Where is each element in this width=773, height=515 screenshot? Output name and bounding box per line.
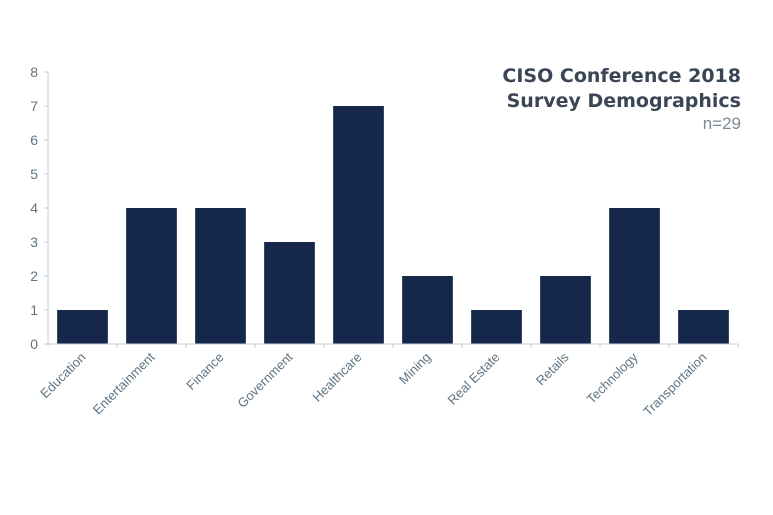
chart-title-block: CISO Conference 2018 Survey Demographics… — [502, 64, 741, 134]
y-tick-label: 4 — [30, 200, 38, 216]
y-axis: 0 1 2 3 4 5 6 7 8 — [30, 64, 49, 352]
y-tick-label: 3 — [30, 234, 38, 250]
x-tick-label: Healthcare — [310, 350, 365, 405]
bar — [264, 242, 315, 344]
x-tick-label: Mining — [396, 350, 434, 388]
chart-title-line-2: Survey Demographics — [506, 90, 741, 112]
bar — [126, 208, 177, 344]
bar — [195, 208, 246, 344]
x-tick-label: Finance — [183, 350, 226, 393]
x-tick-label: Education — [37, 350, 88, 401]
bar — [678, 310, 729, 344]
y-tick-label: 2 — [30, 268, 38, 284]
x-tick-label: Retails — [533, 349, 572, 388]
bar — [333, 106, 384, 344]
bar — [540, 276, 591, 344]
y-tick-label: 6 — [30, 132, 38, 148]
bar — [609, 208, 660, 344]
x-tick-label: Entertainment — [90, 349, 158, 417]
bar — [471, 310, 522, 344]
chart-subtitle: n=29 — [702, 114, 741, 133]
y-tick-label: 8 — [30, 64, 38, 80]
y-tick-label: 5 — [30, 166, 38, 182]
x-tick-label: Government — [234, 349, 295, 410]
y-tick-label: 1 — [30, 302, 38, 318]
x-tick-label: Real Estate — [444, 350, 502, 408]
bars — [57, 106, 729, 344]
x-tick-label: Transportation — [640, 350, 710, 420]
chart-title-line-1: CISO Conference 2018 — [502, 65, 741, 87]
x-tick-label: Technology — [584, 349, 641, 406]
y-tick-label: 7 — [30, 98, 38, 114]
x-axis: Education Entertainment Finance Government H… — [37, 343, 739, 420]
y-tick-label: 0 — [30, 336, 38, 352]
bar — [57, 310, 108, 344]
bar — [402, 276, 453, 344]
